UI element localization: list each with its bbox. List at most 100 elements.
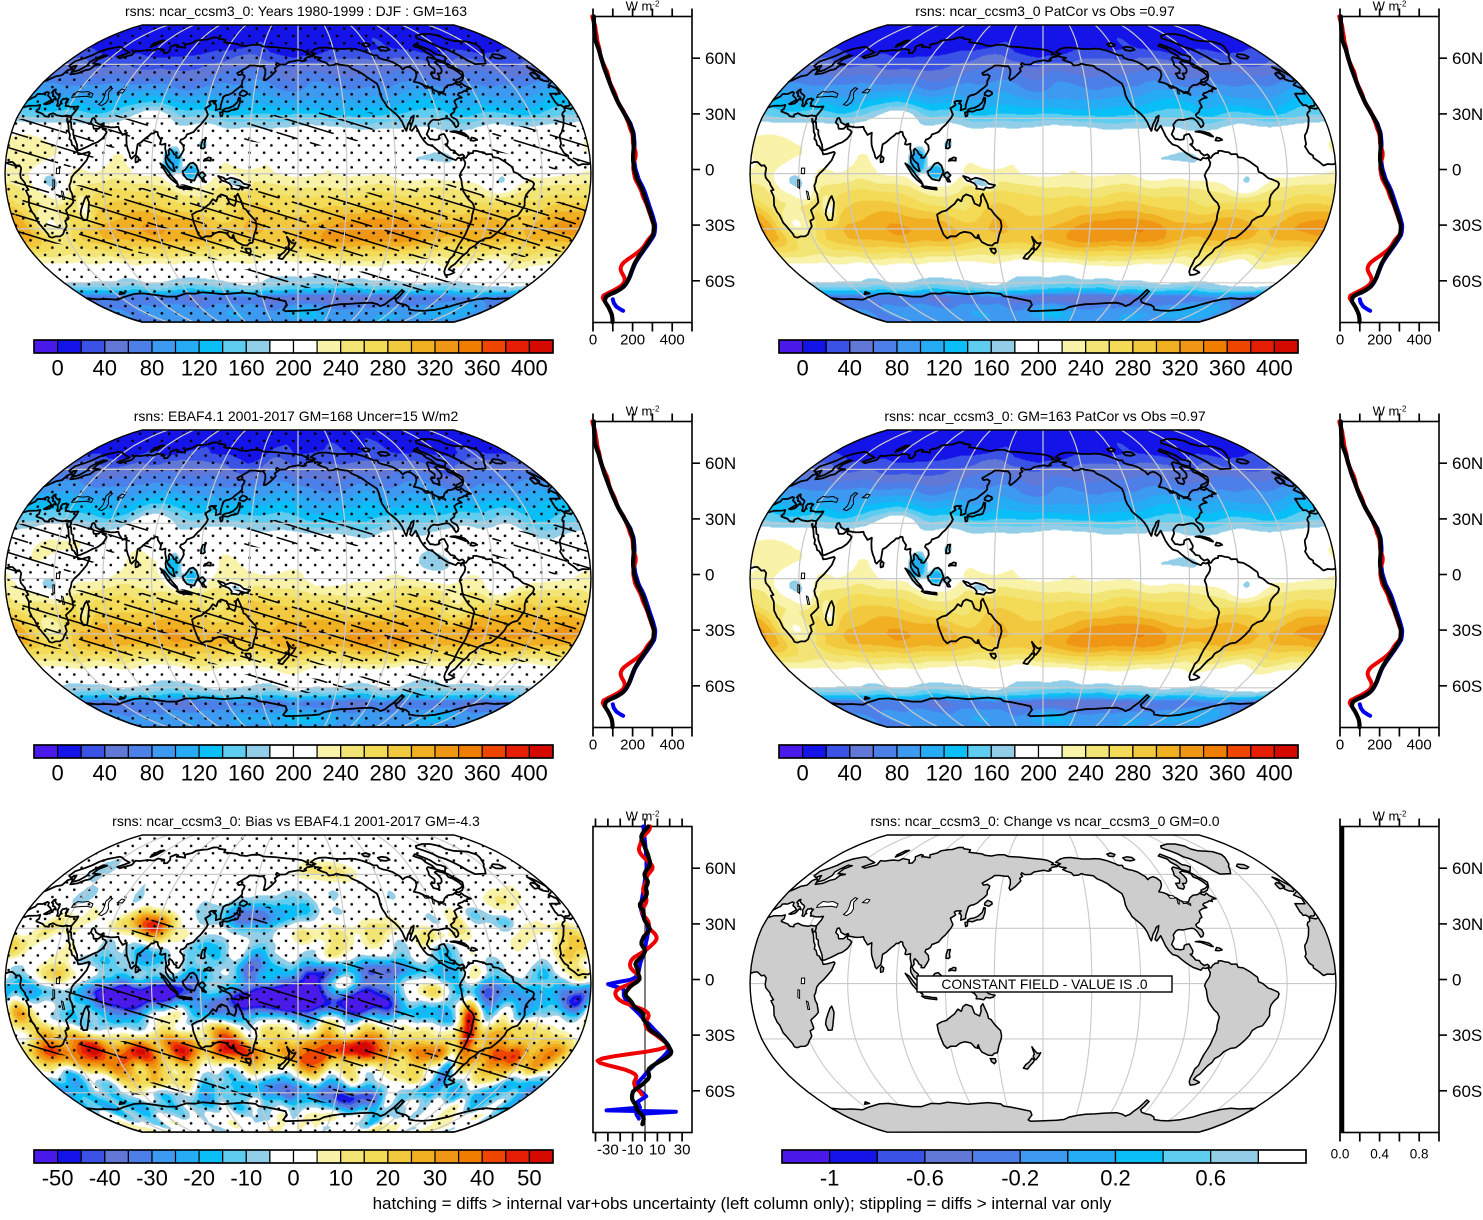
svg-text:0: 0: [796, 761, 808, 786]
svg-text:400: 400: [660, 332, 685, 349]
svg-text:80: 80: [140, 761, 164, 786]
svg-text:30S: 30S: [1452, 1026, 1482, 1045]
svg-text:320: 320: [417, 761, 454, 786]
svg-text:30S: 30S: [705, 621, 735, 640]
svg-text:240: 240: [1067, 356, 1104, 381]
svg-text:0: 0: [1452, 971, 1461, 990]
svg-text:400: 400: [1407, 332, 1432, 349]
svg-text:10: 10: [328, 1166, 352, 1191]
svg-text:200: 200: [1367, 332, 1392, 349]
svg-text:W m-2: W m-2: [1373, 809, 1407, 824]
svg-text:120: 120: [181, 761, 218, 786]
svg-text:0.6: 0.6: [1195, 1166, 1226, 1191]
svg-text:400: 400: [1256, 356, 1293, 381]
svg-text:60N: 60N: [1452, 454, 1483, 473]
svg-text:40: 40: [93, 356, 117, 381]
svg-text:30N: 30N: [1452, 105, 1483, 124]
svg-text:40: 40: [838, 761, 862, 786]
svg-text:60N: 60N: [1452, 859, 1483, 878]
svg-text:0.4: 0.4: [1370, 1147, 1389, 1162]
svg-text:200: 200: [620, 737, 645, 754]
svg-text:80: 80: [885, 356, 909, 381]
svg-text:80: 80: [140, 356, 164, 381]
svg-text:280: 280: [370, 761, 407, 786]
svg-text:360: 360: [1209, 356, 1246, 381]
svg-text:200: 200: [1367, 737, 1392, 754]
svg-text:280: 280: [1115, 356, 1152, 381]
svg-text:60N: 60N: [705, 49, 736, 68]
svg-text:-40: -40: [89, 1166, 121, 1191]
svg-text:rsns: ncar_ccsm3_0: Years 1980: rsns: ncar_ccsm3_0: Years 1980-1999 : DJ…: [125, 3, 467, 19]
svg-text:30: 30: [423, 1166, 447, 1191]
svg-text:200: 200: [275, 356, 312, 381]
svg-text:0: 0: [796, 356, 808, 381]
svg-text:60S: 60S: [1452, 677, 1482, 696]
svg-text:30N: 30N: [705, 510, 736, 529]
svg-text:0: 0: [705, 161, 714, 180]
svg-text:400: 400: [511, 356, 548, 381]
svg-text:40: 40: [838, 356, 862, 381]
svg-text:W m-2: W m-2: [626, 809, 660, 824]
svg-text:0: 0: [705, 566, 714, 585]
svg-text:20: 20: [376, 1166, 400, 1191]
svg-text:200: 200: [275, 761, 312, 786]
svg-text:30N: 30N: [705, 105, 736, 124]
svg-text:0: 0: [589, 737, 597, 754]
svg-text:400: 400: [511, 761, 548, 786]
svg-text:120: 120: [926, 356, 963, 381]
svg-text:W m-2: W m-2: [626, 404, 660, 419]
svg-text:0: 0: [589, 332, 597, 349]
svg-text:-30: -30: [597, 1142, 619, 1159]
svg-text:240: 240: [1067, 761, 1104, 786]
svg-text:30S: 30S: [1452, 216, 1482, 235]
svg-text:160: 160: [973, 356, 1010, 381]
svg-text:400: 400: [1256, 761, 1293, 786]
svg-text:0.2: 0.2: [1100, 1166, 1131, 1191]
svg-text:40: 40: [470, 1166, 494, 1191]
svg-text:30N: 30N: [1452, 915, 1483, 934]
svg-text:-10: -10: [230, 1166, 262, 1191]
svg-text:200: 200: [1020, 761, 1057, 786]
svg-text:200: 200: [620, 332, 645, 349]
svg-text:320: 320: [1162, 356, 1199, 381]
svg-text:160: 160: [973, 761, 1010, 786]
svg-text:30S: 30S: [1452, 621, 1482, 640]
svg-text:320: 320: [1162, 761, 1199, 786]
svg-text:160: 160: [228, 356, 265, 381]
svg-text:W m-2: W m-2: [1373, 404, 1407, 419]
svg-text:hatching = diffs > internal va: hatching = diffs > internal var+obs unce…: [373, 1194, 1112, 1213]
svg-text:160: 160: [228, 761, 265, 786]
svg-text:rsns: EBAF4.1 2001-2017 GM=168: rsns: EBAF4.1 2001-2017 GM=168 Uncer=15 …: [134, 408, 459, 424]
svg-text:120: 120: [181, 356, 218, 381]
svg-text:-1: -1: [820, 1166, 840, 1191]
svg-text:rsns: ncar_ccsm3_0: Bias vs EB: rsns: ncar_ccsm3_0: Bias vs EBAF4.1 2001…: [112, 813, 480, 829]
svg-text:W m-2: W m-2: [1373, 0, 1407, 14]
svg-text:0: 0: [705, 971, 714, 990]
svg-text:-0.6: -0.6: [906, 1166, 944, 1191]
svg-text:240: 240: [322, 761, 359, 786]
svg-text:60S: 60S: [705, 677, 735, 696]
svg-text:50: 50: [517, 1166, 541, 1191]
svg-text:60S: 60S: [705, 1082, 735, 1101]
svg-text:0: 0: [51, 761, 63, 786]
svg-text:-20: -20: [183, 1166, 215, 1191]
svg-text:-0.2: -0.2: [1001, 1166, 1039, 1191]
svg-text:320: 320: [417, 356, 454, 381]
svg-text:CONSTANT FIELD - VALUE IS .0: CONSTANT FIELD - VALUE IS .0: [941, 977, 1148, 992]
svg-text:0: 0: [1452, 161, 1461, 180]
svg-text:-10: -10: [622, 1142, 644, 1159]
svg-text:0.0: 0.0: [1331, 1147, 1350, 1162]
svg-text:10: 10: [649, 1142, 666, 1159]
svg-text:-30: -30: [136, 1166, 168, 1191]
svg-text:rsns: ncar_ccsm3_0 PatCor vs O: rsns: ncar_ccsm3_0 PatCor vs Obs =0.97: [915, 3, 1175, 19]
svg-text:0.8: 0.8: [1410, 1147, 1429, 1162]
svg-text:-50: -50: [42, 1166, 74, 1191]
svg-text:60N: 60N: [705, 859, 736, 878]
svg-text:360: 360: [464, 761, 501, 786]
svg-text:40: 40: [93, 761, 117, 786]
svg-text:60S: 60S: [1452, 1082, 1482, 1101]
svg-text:60N: 60N: [705, 454, 736, 473]
svg-text:0: 0: [287, 1166, 299, 1191]
svg-text:360: 360: [464, 356, 501, 381]
svg-text:30N: 30N: [705, 915, 736, 934]
